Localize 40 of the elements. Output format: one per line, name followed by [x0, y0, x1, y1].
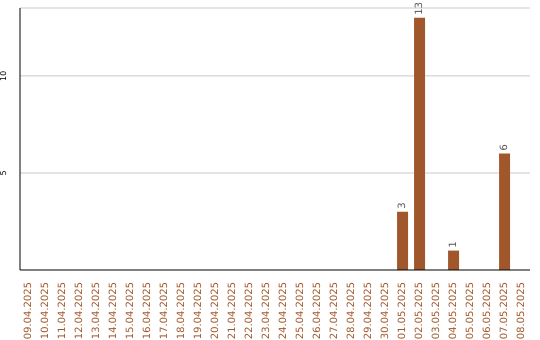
x-tick-label: 02.05.2025	[414, 282, 425, 340]
x-tick-label: 15.04.2025	[125, 282, 136, 340]
x-tick-label: 26.04.2025	[312, 282, 323, 340]
x-tick-label: 06.05.2025	[482, 282, 493, 340]
x-tick-label: 05.05.2025	[465, 282, 476, 340]
data-label: 1	[448, 241, 460, 248]
data-label: 3	[397, 202, 408, 209]
bar	[397, 212, 408, 270]
x-tick-label: 07.05.2025	[499, 282, 510, 340]
x-tick-label: 22.04.2025	[244, 282, 255, 340]
y-tick-label: 5	[0, 170, 8, 176]
x-tick-label: 01.05.2025	[397, 282, 408, 340]
x-tick-label: 23.04.2025	[261, 282, 272, 340]
y-tick-label: 10	[0, 70, 8, 82]
x-tick-label: 19.04.2025	[193, 282, 204, 340]
bar	[448, 250, 460, 270]
x-tick-label: 08.05.2025	[516, 282, 527, 340]
x-tick-label: 27.04.2025	[329, 282, 340, 340]
x-tick-label: 29.04.2025	[363, 282, 374, 340]
x-tick-label: 03.05.2025	[431, 282, 442, 340]
bar	[499, 154, 510, 270]
x-tick-label: 09.04.2025	[23, 282, 34, 340]
bar	[414, 18, 426, 270]
x-tick-label: 11.04.2025	[57, 282, 68, 340]
x-tick-label: 24.04.2025	[278, 282, 289, 340]
x-tick-label: 16.04.2025	[142, 282, 153, 340]
x-tick-label: 04.05.2025	[448, 282, 459, 340]
x-tick-label: 14.04.2025	[108, 282, 119, 340]
x-tick-label: 10.04.2025	[40, 282, 51, 340]
x-tick-label: 25.04.2025	[295, 282, 306, 340]
x-tick-label: 20.04.2025	[210, 282, 221, 340]
x-tick-label: 30.04.2025	[380, 282, 391, 340]
x-tick-label: 17.04.2025	[159, 282, 170, 340]
x-tick-label: 28.04.2025	[346, 282, 357, 340]
x-tick-label: 21.04.2025	[227, 282, 238, 340]
data-label: 6	[499, 144, 510, 151]
x-tick-label: 12.04.2025	[74, 282, 85, 340]
x-tick-label: 18.04.2025	[176, 282, 187, 340]
data-label: 13	[414, 2, 426, 15]
x-tick-label: 13.04.2025	[91, 282, 102, 340]
